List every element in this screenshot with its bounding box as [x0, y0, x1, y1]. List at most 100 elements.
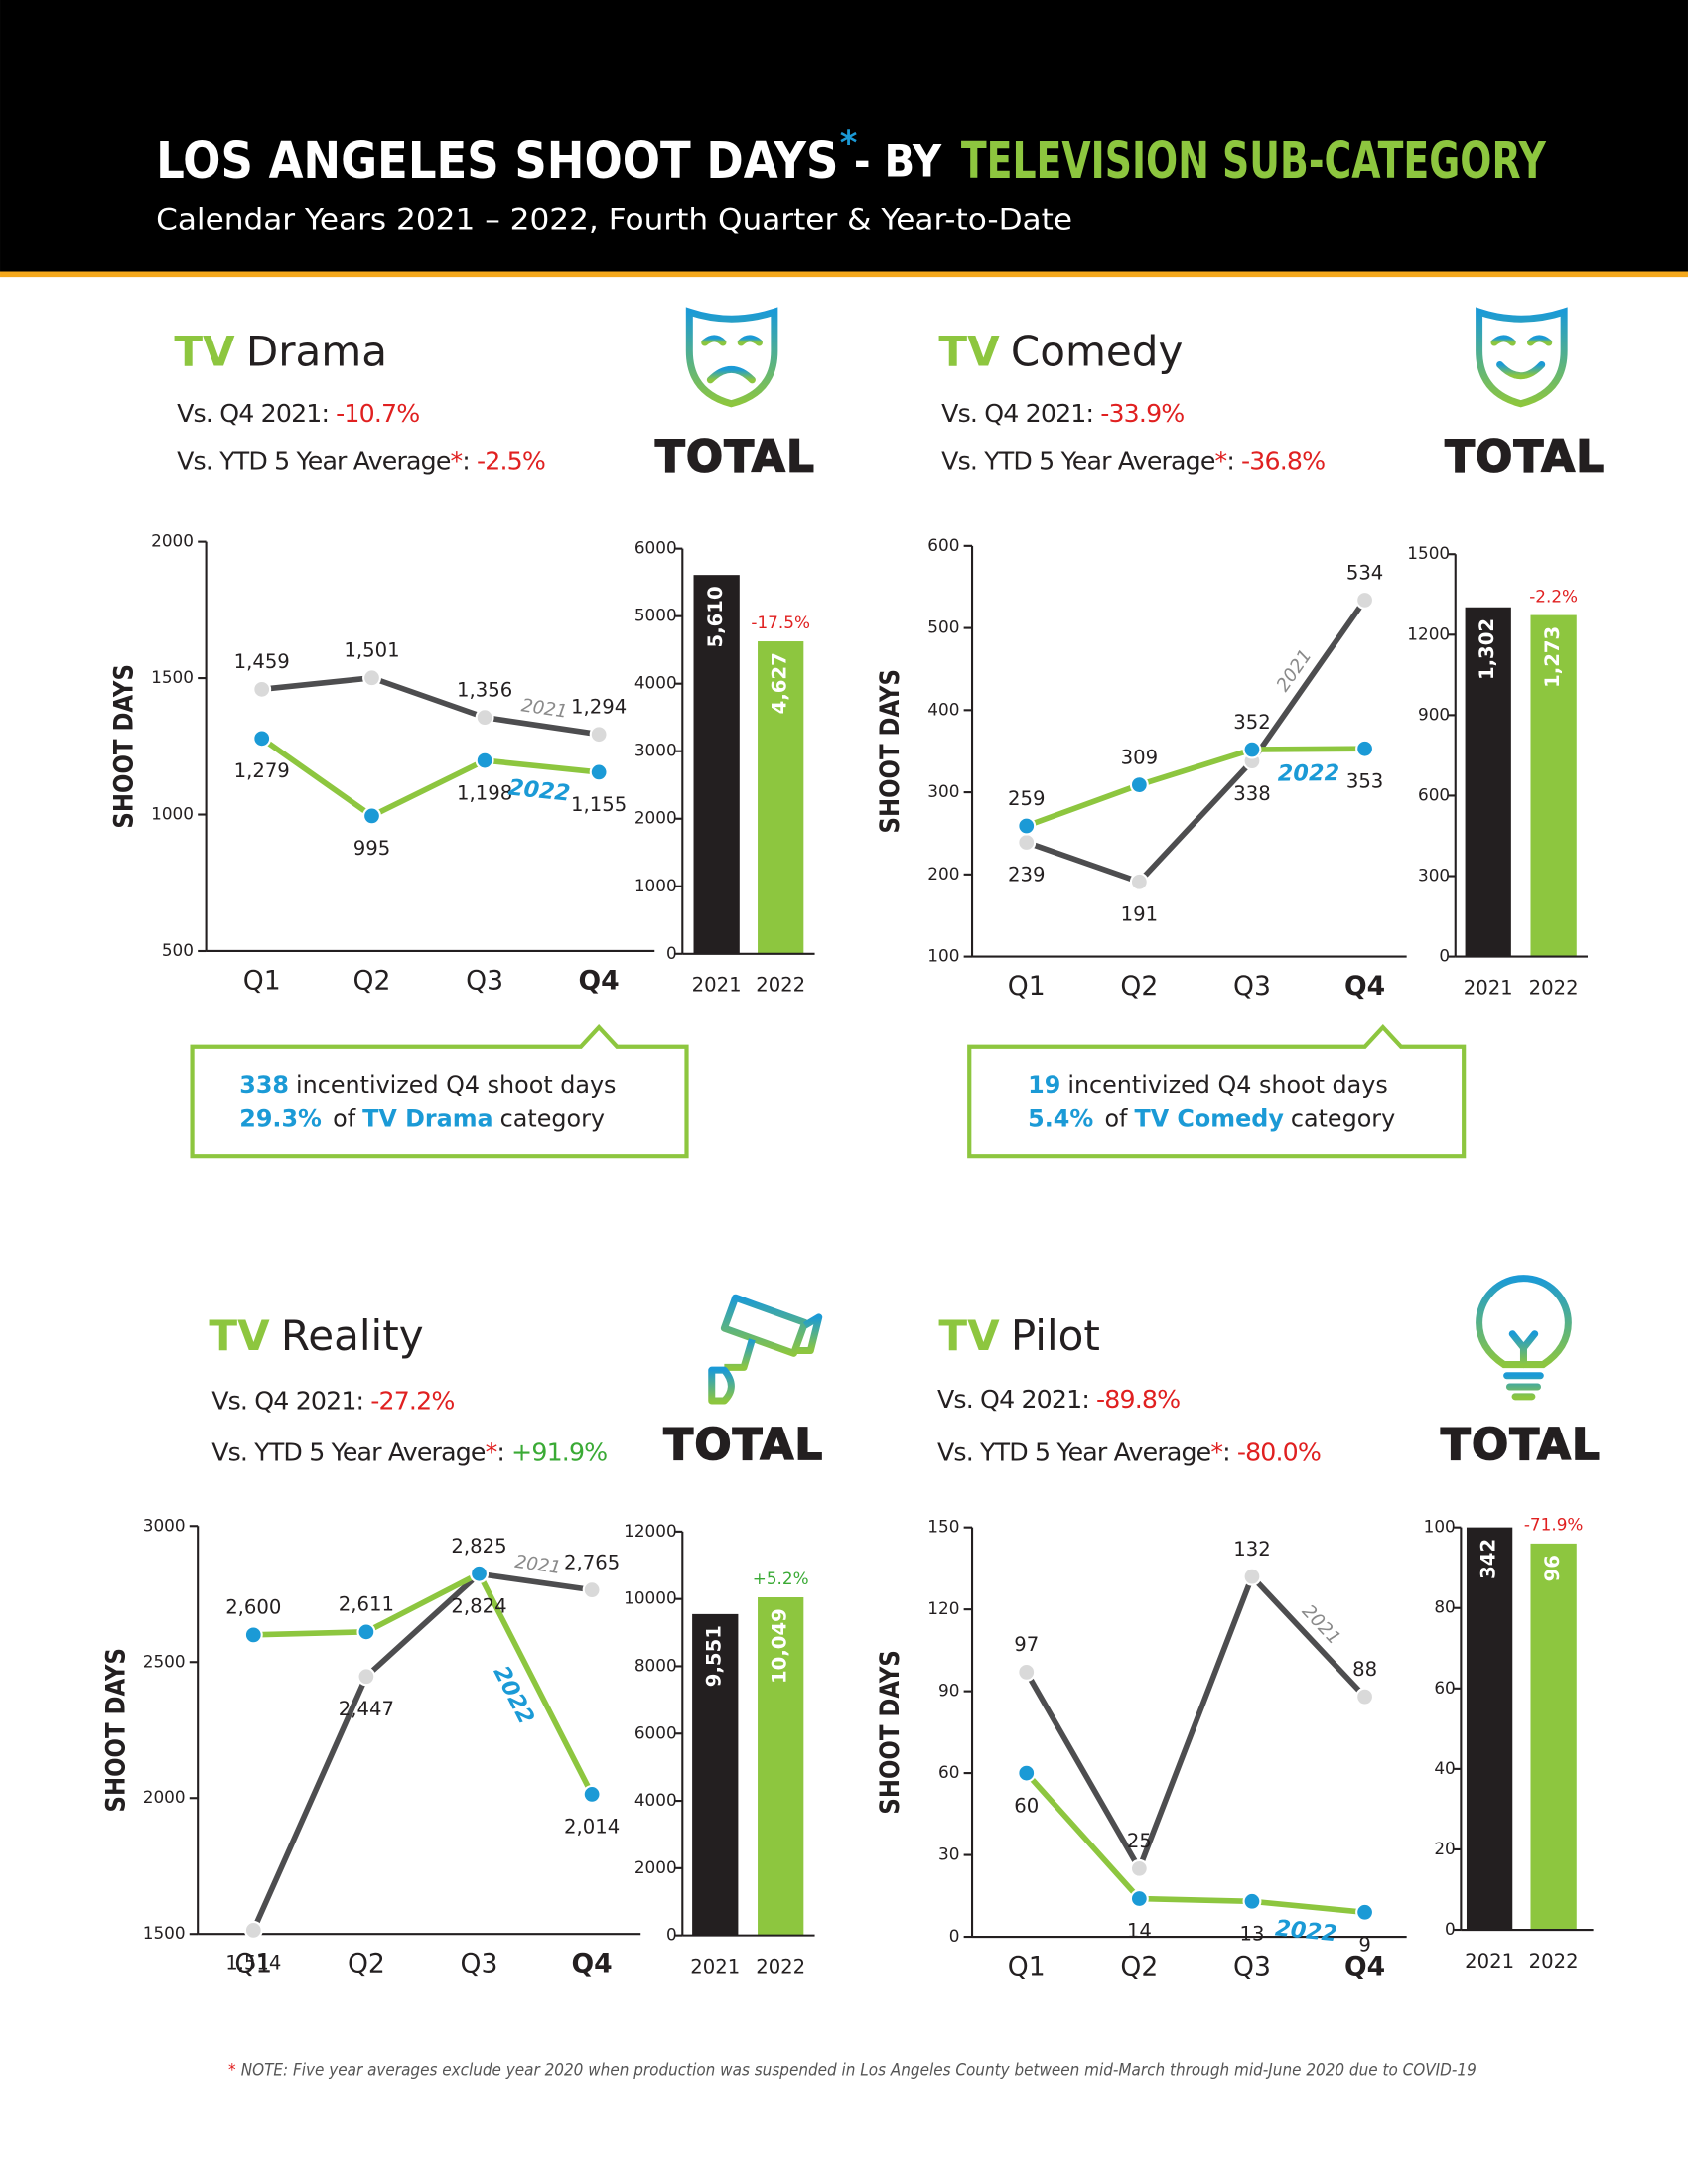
series-name: 2021	[1298, 1601, 1344, 1649]
callout-line: 19 incentivized Q4 shoot days	[1028, 1071, 1388, 1099]
callout-text: category	[1291, 1104, 1395, 1132]
comparison-value: -89.8%	[1096, 1385, 1180, 1414]
data-label: 132	[1233, 1538, 1270, 1561]
panel-title-name: Drama	[246, 327, 387, 375]
comparison: Vs. Q4 2021: -27.2%	[211, 1386, 454, 1415]
y-tick-label: 0	[666, 1925, 677, 1945]
data-label: 13	[1239, 1922, 1264, 1945]
bar-annotation: +5.2%	[753, 1569, 809, 1588]
series-line	[261, 674, 600, 738]
data-point	[582, 1784, 602, 1804]
camera-lens	[796, 1313, 823, 1355]
comparison-value: -2.5%	[477, 447, 545, 476]
comparison-value: -27.2%	[370, 1386, 454, 1415]
panel-title-name: Reality	[281, 1310, 424, 1359]
footnote: * NOTE: Five year averages exclude year 2…	[228, 2060, 1477, 2080]
data-label: 1,459	[234, 650, 290, 673]
callout-category: TV Drama	[362, 1104, 493, 1132]
data-point	[582, 1580, 602, 1600]
x-tick-label: 2022	[756, 1955, 805, 1978]
x-tick-label: Q1	[1008, 971, 1046, 1002]
comparison: Vs. Q4 2021: -33.9%	[941, 399, 1184, 428]
panel-title-prefix: TV	[938, 327, 1000, 375]
camera-arm	[724, 1338, 756, 1371]
mask-outline	[1476, 307, 1568, 408]
bar-value-label: 1,273	[1541, 626, 1564, 688]
header-category: TELEVISION SUB-CATEGORY	[961, 131, 1547, 190]
total-label: TOTAL	[655, 432, 815, 481]
series-name: 2022	[1274, 1915, 1338, 1947]
camera-mount	[708, 1366, 735, 1405]
header-subtitle: Calendar Years 2021 – 2022, Fourth Quart…	[156, 204, 1072, 237]
bar-value-label: 96	[1541, 1555, 1564, 1581]
y-tick-label: 4000	[634, 1790, 677, 1810]
panel-title-prefix: TV	[938, 1310, 1000, 1359]
series-name: 2021	[520, 695, 569, 723]
callout-number: 338	[239, 1071, 289, 1099]
x-tick-label: 2021	[690, 1955, 740, 1978]
bar-value-label: 9,551	[703, 1625, 726, 1687]
y-tick-label: 20	[1434, 1839, 1455, 1858]
bar-value-label: 10,049	[769, 1608, 791, 1684]
y-tick-label: 6000	[634, 538, 677, 558]
callout-number: 19	[1028, 1071, 1060, 1099]
data-point	[362, 806, 381, 826]
y-tick-label: 1500	[1407, 543, 1450, 563]
camera-icon	[708, 1294, 823, 1405]
comparison-label: Vs. YTD 5 Year Average	[177, 447, 451, 476]
callout-line: 338 incentivized Q4 shoot days	[239, 1071, 616, 1099]
data-label: 1,279	[234, 759, 290, 782]
comparison-suffix: :	[462, 447, 470, 476]
data-point	[1129, 872, 1149, 891]
data-point	[1017, 833, 1037, 853]
data-label: 1,356	[457, 679, 512, 702]
data-label: 1,514	[225, 1952, 281, 1975]
data-point	[1242, 1891, 1262, 1911]
series-line	[253, 1570, 595, 1796]
y-tick-label: 500	[162, 940, 194, 960]
data-point	[1017, 1662, 1037, 1682]
comparison-label: Vs. Q4 2021:	[937, 1385, 1089, 1414]
y-tick-label: 10000	[624, 1588, 677, 1608]
data-point	[356, 1667, 376, 1687]
y-tick-label: 5000	[634, 606, 677, 625]
x-tick-label: 2022	[756, 974, 805, 997]
y-tick-label: 1000	[634, 876, 677, 895]
data-label: 14	[1127, 1920, 1152, 1943]
panel-title-prefix: TV	[209, 1310, 270, 1359]
series-name: 2022	[1278, 760, 1340, 786]
panel-title: TV Reality	[209, 1310, 423, 1359]
y-tick-label: 12000	[624, 1521, 677, 1541]
series-line	[1025, 598, 1367, 886]
footnote-text: NOTE: Five year averages exclude year 20…	[241, 2060, 1477, 2080]
data-point	[1129, 775, 1149, 795]
x-tick-label: 2021	[1465, 1950, 1514, 1973]
y-tick-label: 2500	[143, 1651, 186, 1671]
bulb-icon	[1476, 1275, 1572, 1401]
x-tick-label: Q1	[1008, 1951, 1046, 1981]
y-tick-label: 2000	[634, 1857, 677, 1877]
bar	[1530, 1543, 1577, 1931]
data-label: 2,824	[451, 1595, 506, 1618]
series-line	[1024, 1573, 1367, 1872]
y-tick-label: 600	[927, 535, 959, 555]
y-tick-label: 900	[1418, 704, 1450, 724]
data-point	[243, 1920, 263, 1940]
data-point	[252, 729, 272, 749]
data-label: 191	[1121, 902, 1158, 925]
x-tick-label: Q2	[1120, 1951, 1158, 1981]
data-point	[589, 762, 609, 782]
total-label: TOTAL	[1445, 432, 1605, 481]
y-tick-label: 300	[1418, 866, 1450, 886]
panel-title: TV Comedy	[938, 327, 1183, 375]
x-tick-label: Q3	[466, 965, 503, 996]
y-tick-label: 1000	[151, 804, 194, 824]
bar	[758, 641, 804, 954]
x-tick-label: Q4	[572, 1949, 613, 1979]
callout-text: category	[500, 1104, 605, 1132]
comparison-suffix: :	[496, 1437, 504, 1466]
bar	[693, 575, 740, 954]
comparison-mark: *	[486, 1437, 497, 1466]
data-label: 2,825	[451, 1535, 506, 1558]
